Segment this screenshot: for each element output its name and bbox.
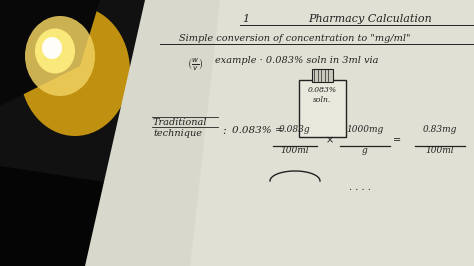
Ellipse shape (25, 16, 95, 96)
FancyBboxPatch shape (299, 80, 346, 137)
Text: 100ml: 100ml (281, 146, 310, 155)
FancyBboxPatch shape (312, 69, 333, 81)
Text: 100ml: 100ml (426, 146, 454, 155)
Text: 0.083%
soln.: 0.083% soln. (308, 86, 337, 104)
Ellipse shape (20, 6, 130, 136)
Polygon shape (0, 0, 100, 106)
Text: =: = (393, 135, 401, 145)
Text: Traditional
technique: Traditional technique (153, 118, 208, 138)
Ellipse shape (35, 28, 75, 73)
Text: $\left(\frac{w}{v}\right)$: $\left(\frac{w}{v}\right)$ (187, 56, 203, 72)
Polygon shape (190, 0, 474, 266)
Text: example · 0.083% soln in 3ml via: example · 0.083% soln in 3ml via (215, 56, 379, 65)
Text: 1: 1 (242, 14, 249, 24)
Text: 0.083% =: 0.083% = (232, 126, 283, 135)
Text: 1000mg: 1000mg (346, 125, 383, 134)
Text: 0.83mg: 0.83mg (423, 125, 457, 134)
Text: g: g (362, 146, 368, 155)
Text: Pharmacy Calculation: Pharmacy Calculation (308, 14, 432, 24)
Polygon shape (0, 166, 130, 266)
Text: ×: × (326, 135, 334, 145)
Text: 0.083g: 0.083g (279, 125, 311, 134)
Polygon shape (85, 0, 474, 266)
Text: . . . .: . . . . (349, 184, 371, 193)
Text: Simple conversion of concentration to "mg/ml": Simple conversion of concentration to "m… (179, 34, 411, 43)
Ellipse shape (42, 37, 62, 59)
Text: :: : (222, 126, 226, 136)
